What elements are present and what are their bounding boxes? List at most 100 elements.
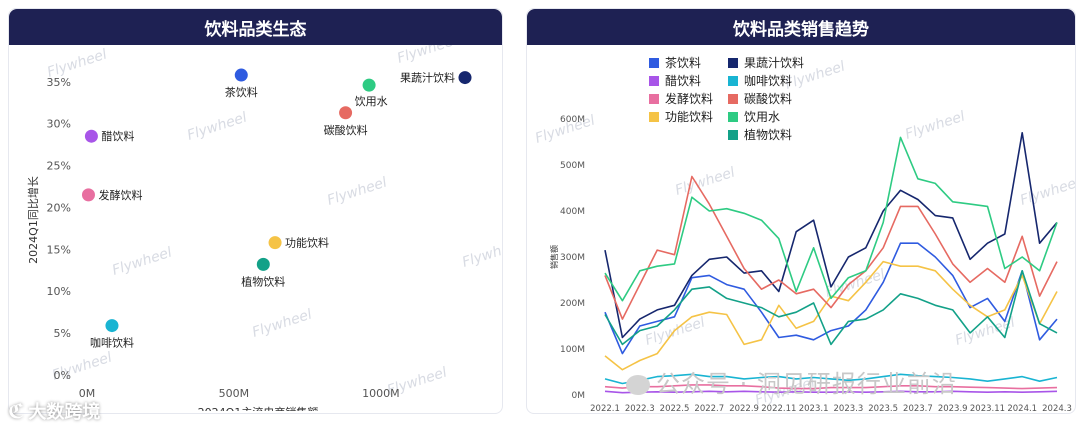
legend-label: 果蔬汁饮料 — [744, 56, 804, 70]
y-tick-label: 500M — [560, 161, 585, 171]
x-tick-label: 2023.9 — [938, 404, 968, 411]
wechat-icon — [626, 375, 650, 395]
flywheel-watermark: Flywheel — [460, 236, 502, 270]
scatter-point — [105, 319, 119, 333]
flywheel-watermark: Flywheel — [1018, 174, 1075, 208]
scatter-point — [256, 257, 270, 271]
series-line — [604, 390, 1058, 394]
legend-swatch — [728, 130, 738, 140]
y-axis-label: 2024Q1同比增长 — [26, 176, 40, 264]
legend-label: 茶饮料 — [665, 55, 701, 70]
legend-label: 饮用水 — [744, 110, 780, 124]
y-tick-label: 0M — [572, 391, 586, 401]
line-chart: FlywheelFlywheelFlywheelFlywheelFlywheel… — [533, 55, 1075, 411]
account-name: 公众号 · 洞见研报行业前沿 — [656, 370, 957, 398]
legend-swatch — [728, 76, 738, 86]
line-panel-title: 饮料品类销售趋势 — [527, 9, 1075, 45]
flywheel-watermark: Flywheel — [673, 164, 737, 198]
flywheel-watermark: Flywheel — [110, 244, 174, 278]
legend-label: 咖啡饮料 — [744, 73, 792, 88]
scatter-point — [362, 78, 376, 92]
flywheel-watermark: Flywheel — [185, 109, 249, 143]
series-line — [604, 384, 1058, 390]
point-label: 饮用水 — [355, 95, 388, 108]
point-label: 醋饮料 — [101, 129, 134, 143]
legend-swatch — [728, 112, 738, 122]
point-label: 果蔬汁饮料 — [400, 71, 455, 85]
legend-label: 发酵饮料 — [665, 91, 713, 106]
x-tick-label: 2023.11 — [970, 404, 1005, 411]
point-label: 植物饮料 — [241, 274, 285, 288]
series-line — [604, 260, 1058, 371]
legend-label: 功能饮料 — [665, 110, 713, 124]
legend-swatch — [649, 76, 659, 86]
x-tick-label: 2022.3 — [625, 404, 655, 411]
x-tick-label: 2022.1 — [590, 404, 620, 411]
series-line — [604, 132, 1058, 339]
y-tick-label: 100M — [560, 345, 585, 355]
x-tick-label: 2023.1 — [799, 404, 829, 411]
account-watermark: 公众号 · 洞见研报行业前沿 — [626, 364, 957, 399]
x-tick-label: 0M — [79, 387, 96, 400]
flywheel-watermark: Flywheel — [325, 174, 389, 208]
point-label: 茶饮料 — [225, 85, 258, 99]
scatter-panel: 饮料品类生态 Flywheel Flywheel Flywheel Flywheel F… — [8, 8, 503, 414]
y-tick-label: 35% — [47, 76, 71, 89]
legend-swatch — [649, 112, 659, 122]
y-axis-label: 销售额 — [549, 245, 559, 269]
x-tick-label: 2023.7 — [903, 404, 933, 411]
scatter-chart: Flywheel Flywheel Flywheel Flywheel Flywheel… — [26, 45, 502, 411]
x-tick-label: 1000M — [362, 387, 400, 400]
scatter-point — [268, 236, 282, 250]
series-line — [604, 270, 1058, 346]
series-line — [604, 175, 1058, 320]
flywheel-watermark: Flywheel — [643, 314, 707, 348]
x-tick-label: 2022.11 — [761, 404, 796, 411]
series-line — [604, 136, 1058, 302]
y-tick-label: 15% — [47, 243, 71, 256]
flywheel-watermark: Flywheel — [395, 45, 459, 67]
scatter-point — [84, 129, 98, 143]
legend-label: 碳酸饮料 — [744, 91, 792, 106]
point-label: 发酵饮料 — [98, 188, 142, 202]
point-label: 咖啡饮料 — [90, 336, 134, 350]
scatter-point — [458, 71, 472, 85]
y-tick-label: 20% — [47, 201, 71, 214]
x-tick-label: 2022.5 — [660, 404, 690, 411]
x-tick-label: 2024.3 — [1042, 404, 1072, 411]
legend-label: 醋饮料 — [665, 73, 701, 88]
x-tick-label: 2023.5 — [868, 404, 898, 411]
brand-logo: ℭ 大数跨境 — [8, 398, 100, 424]
y-tick-label: 200M — [560, 299, 585, 309]
legend-swatch — [649, 58, 659, 68]
y-tick-label: 10% — [47, 285, 71, 298]
y-tick-label: 30% — [47, 118, 71, 131]
scatter-point — [234, 68, 248, 82]
y-tick-label: 300M — [560, 253, 585, 263]
point-label: 功能饮料 — [285, 236, 329, 250]
y-tick-label: 0% — [54, 369, 71, 382]
legend-label: 植物饮料 — [744, 127, 792, 142]
legend-swatch — [728, 94, 738, 104]
line-panel: 饮料品类销售趋势 Flywheel Flywheel Flywheel Flywhee… — [526, 8, 1076, 414]
scatter-point — [339, 106, 353, 120]
series-line — [604, 373, 1058, 385]
scatter-point — [81, 188, 95, 202]
x-tick-label: 2024.1 — [1007, 404, 1037, 411]
x-tick-label: 2023.3 — [834, 404, 864, 411]
x-tick-label: 2022.9 — [729, 404, 759, 411]
flywheel-watermark: Flywheel — [250, 306, 314, 340]
y-tick-label: 25% — [47, 160, 71, 173]
legend-swatch — [649, 94, 659, 104]
y-tick-label: 400M — [560, 207, 585, 217]
y-tick-label: 600M — [560, 115, 585, 125]
scatter-panel-title: 饮料品类生态 — [9, 9, 502, 45]
brand-name: 大数跨境 — [28, 402, 101, 423]
flywheel-watermark: Flywheel — [903, 108, 967, 142]
point-label: 碳酸饮料 — [324, 123, 368, 137]
x-axis-label: 2024Q1主流电商销售额 — [198, 405, 319, 411]
y-tick-label: 5% — [54, 327, 71, 340]
legend-swatch — [728, 58, 738, 68]
brand-mark-icon: ℭ — [8, 399, 25, 423]
x-tick-label: 500M — [219, 387, 250, 400]
